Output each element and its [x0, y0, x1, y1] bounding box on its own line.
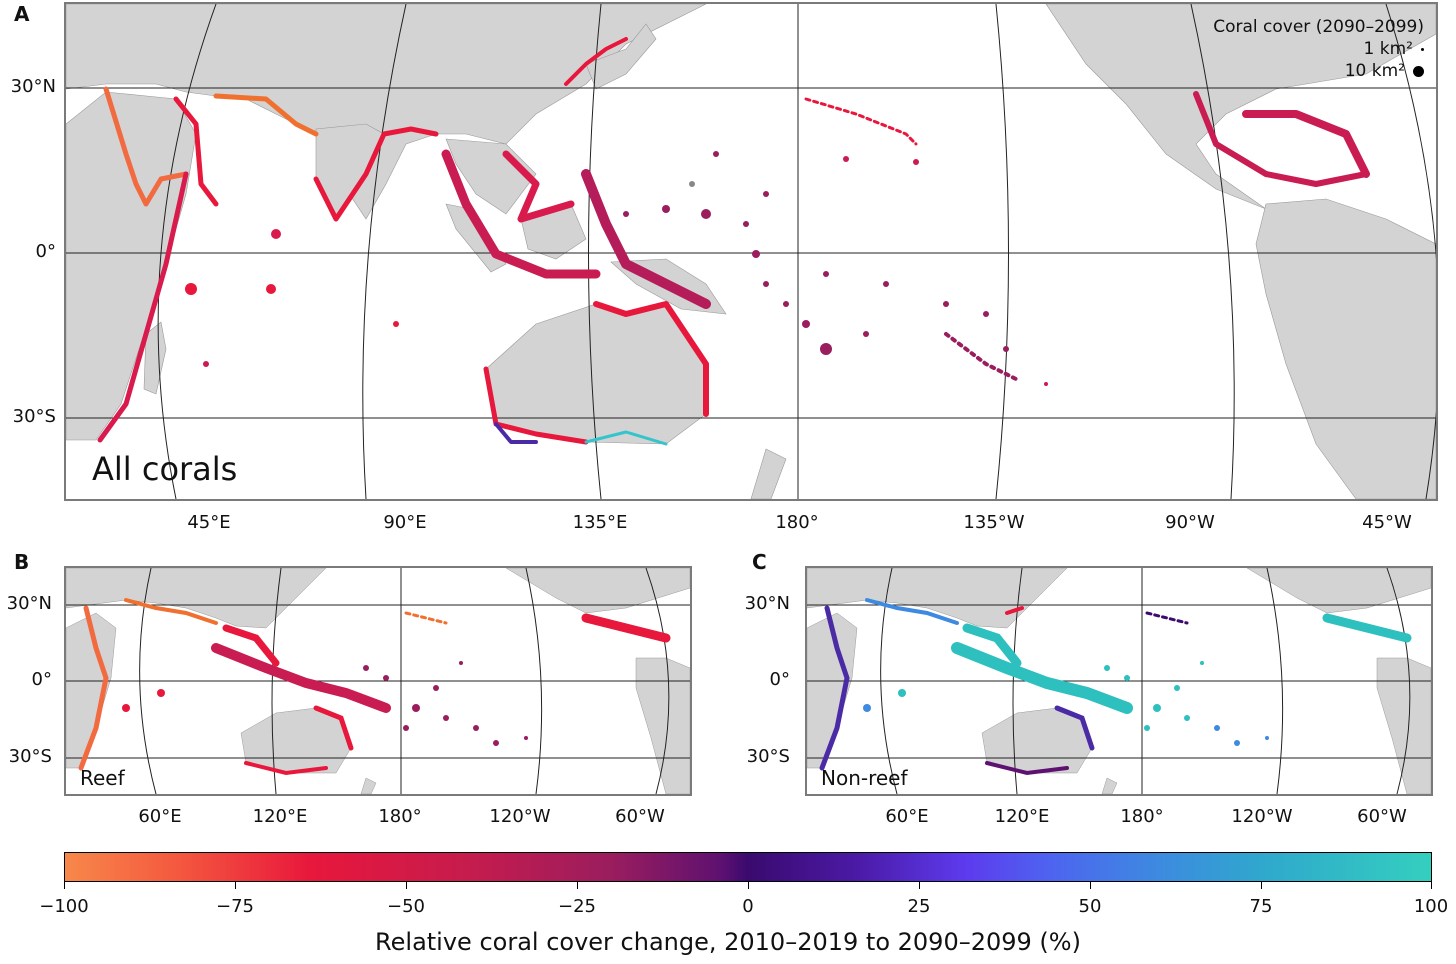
lat-label-30n: 30°N: [10, 76, 56, 97]
coral-points-a: [185, 151, 1048, 386]
colorbar-axis-label: Relative coral cover change, 2010–2019 t…: [375, 928, 1081, 956]
coral-lines-b: [78, 598, 671, 776]
lon-label-b-120w: 120°W: [489, 806, 551, 827]
coral-lines-a: [97, 37, 1370, 446]
map-canvas-c: [807, 568, 1431, 794]
lon-label-90e: 90°E: [383, 512, 427, 533]
cbar-ticklabel-25: 25: [907, 896, 931, 917]
lon-label-c-60e: 60°E: [885, 806, 929, 827]
land-layer-b: [66, 568, 690, 794]
lat-label-30s: 30°S: [12, 406, 56, 427]
panel-letter-c: C: [752, 550, 767, 574]
map-panel-reef: Reef: [64, 566, 692, 796]
map-panel-all-corals: All corals Coral cover (2090–2099) 1 km²…: [64, 2, 1438, 501]
panel-letter-a: A: [14, 2, 30, 26]
panel-title-all-corals: All corals: [92, 450, 238, 488]
land-layer-c: [807, 568, 1431, 794]
lat-label-0: 0°: [35, 241, 56, 262]
cbar-ticklabel-0: 0: [742, 896, 754, 917]
lat-label-b-30n: 30°N: [6, 593, 52, 614]
lon-label-c-120e: 120°E: [994, 806, 1050, 827]
graticule: [66, 4, 1436, 499]
map-canvas-b: [66, 568, 690, 794]
map-canvas-a: [66, 4, 1436, 499]
lat-label-c-30s: 30°S: [746, 746, 790, 767]
legend-item-1km2: 1 km²: [1213, 38, 1424, 60]
cbar-ticklabel-minus100: −100: [39, 896, 89, 917]
cbar-ticklabel-50: 50: [1078, 896, 1102, 917]
legend-label-1km2: 1 km²: [1363, 39, 1413, 59]
lon-label-180: 180°: [775, 512, 819, 533]
lat-label-b-30s: 30°S: [8, 746, 52, 767]
cbar-tick-5: [919, 882, 920, 889]
graticule-b: [66, 568, 690, 794]
cbar-ticklabel-minus25: −25: [558, 896, 596, 917]
legend-dot-large: [1413, 65, 1424, 77]
cbar-ticklabel-100: 100: [1413, 896, 1449, 917]
cbar-tick-3: [577, 882, 578, 889]
legend-item-10km2: 10 km²: [1213, 60, 1424, 82]
cbar-tick-0: [64, 882, 65, 889]
legend-title: Coral cover (2090–2099): [1213, 17, 1424, 37]
map-panel-non-reef: Non-reef: [805, 566, 1433, 796]
lon-label-c-120w: 120°W: [1231, 806, 1293, 827]
cbar-tick-2: [406, 882, 407, 889]
panel-title-non-reef: Non-reef: [821, 766, 908, 790]
cbar-tick-7: [1261, 882, 1262, 889]
lon-label-c-60w: 60°W: [1357, 806, 1407, 827]
coral-cover-legend: Coral cover (2090–2099) 1 km² 10 km²: [1213, 16, 1424, 82]
lon-label-90w: 90°W: [1165, 512, 1215, 533]
coral-points-b: [122, 661, 528, 746]
cbar-ticklabel-minus50: −50: [387, 896, 425, 917]
lon-label-b-60e: 60°E: [138, 806, 182, 827]
lon-label-135w: 135°W: [963, 512, 1025, 533]
cbar-ticklabel-75: 75: [1249, 896, 1273, 917]
panel-letter-b: B: [14, 550, 30, 574]
lon-label-b-60w: 60°W: [615, 806, 665, 827]
colorbar: [64, 852, 1432, 882]
lat-label-c-0: 0°: [769, 669, 790, 690]
lat-label-c-30n: 30°N: [744, 593, 790, 614]
legend-dot-small: [1421, 47, 1424, 51]
lon-label-b-180: 180°: [378, 806, 422, 827]
lon-label-45e: 45°E: [187, 512, 231, 533]
graticule-c: [807, 568, 1431, 794]
lon-label-135e: 135°E: [572, 512, 628, 533]
cbar-tick-1: [235, 882, 236, 889]
lat-label-b-0: 0°: [31, 669, 52, 690]
cbar-tick-6: [1090, 882, 1091, 889]
cbar-ticklabel-minus75: −75: [216, 896, 254, 917]
legend-label-10km2: 10 km²: [1344, 61, 1405, 81]
panel-title-reef: Reef: [80, 766, 125, 790]
coral-points-c: [863, 661, 1269, 746]
lon-label-c-180: 180°: [1120, 806, 1164, 827]
coral-lines-c: [819, 598, 1412, 776]
lon-label-b-120e: 120°E: [252, 806, 308, 827]
lon-label-45w: 45°W: [1362, 512, 1412, 533]
cbar-tick-8: [1431, 882, 1432, 889]
cbar-tick-4: [748, 882, 749, 889]
